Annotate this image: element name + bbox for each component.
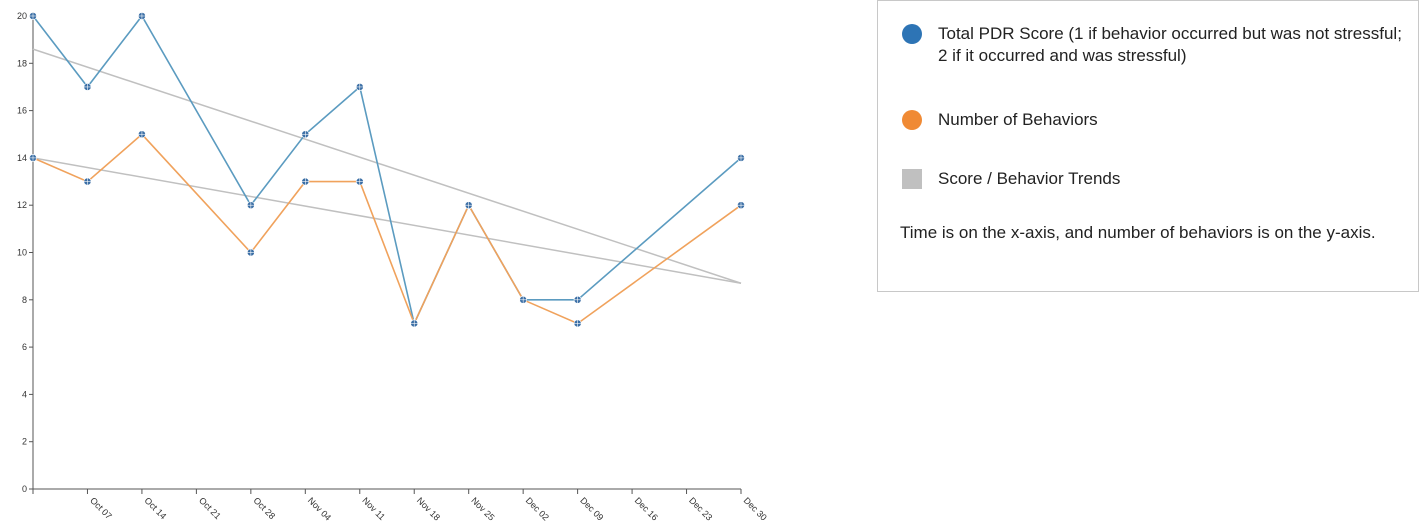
y-tick-label: 4 — [22, 389, 27, 399]
axis-description-note: Time is on the x-axis, and number of beh… — [900, 223, 1376, 242]
x-tick-label: Dec 16 — [633, 495, 660, 522]
y-tick-label: 14 — [17, 153, 27, 163]
y-tick-label: 0 — [22, 484, 27, 494]
x-tick-label: Dec 02 — [524, 495, 551, 522]
legend-item-number-of-behaviors: Number of Behaviors — [902, 109, 1098, 131]
x-tick-label: Nov 04 — [306, 495, 333, 522]
y-tick-label: 16 — [17, 106, 27, 116]
data-points — [29, 12, 745, 328]
x-tick-label: Nov 11 — [360, 495, 387, 522]
x-tick-label: Dec 30 — [742, 495, 769, 522]
legend-item-total-pdr-score: Total PDR Score (1 if behavior occurred … — [902, 23, 1408, 67]
y-tick-label: 12 — [17, 200, 27, 210]
legend-swatch-total-pdr-score — [902, 24, 922, 44]
y-tick-label: 6 — [22, 342, 27, 352]
trend-lines — [32, 48, 742, 284]
x-tick-label: Dec 23 — [687, 495, 714, 522]
x-tick-label: Oct 21 — [197, 495, 223, 521]
series-lines — [32, 14, 742, 326]
legend-swatch-number-of-behaviors — [902, 110, 922, 130]
trend-line — [32, 157, 742, 284]
legend-item-trends: Score / Behavior Trends — [902, 168, 1120, 190]
line-chart: 0 2 4 6 8 10 12 14 16 18 20 Oct 07 Oct 14 Oct 21 Oct 2… — [17, 11, 769, 523]
legend-label-total-pdr-score: Total PDR Score (1 if behavior occurred … — [938, 24, 1402, 65]
y-tick-label: 2 — [22, 437, 27, 447]
y-tick-label: 18 — [17, 58, 27, 68]
x-tick-label: Oct 28 — [251, 495, 277, 521]
x-tick-label: Nov 18 — [415, 495, 442, 522]
y-tick-label: 20 — [17, 11, 27, 21]
x-tick-label: Oct 07 — [88, 495, 114, 521]
legend-label-trends: Score / Behavior Trends — [938, 169, 1121, 188]
y-tick-label: 10 — [17, 248, 27, 258]
legend-label-number-of-behaviors: Number of Behaviors — [938, 110, 1098, 129]
x-tick-label: Nov 25 — [469, 495, 496, 522]
legend: Total PDR Score (1 if behavior occurred … — [877, 0, 1419, 292]
legend-swatch-trends — [902, 169, 922, 189]
series-line-number-of-behaviors — [32, 133, 742, 326]
x-tick-label: Dec 09 — [578, 495, 605, 522]
trend-line — [32, 48, 742, 284]
y-tick-label: 8 — [22, 295, 27, 305]
series-line-total-pdr-score — [32, 14, 742, 326]
x-tick-label: Oct 14 — [143, 495, 169, 521]
